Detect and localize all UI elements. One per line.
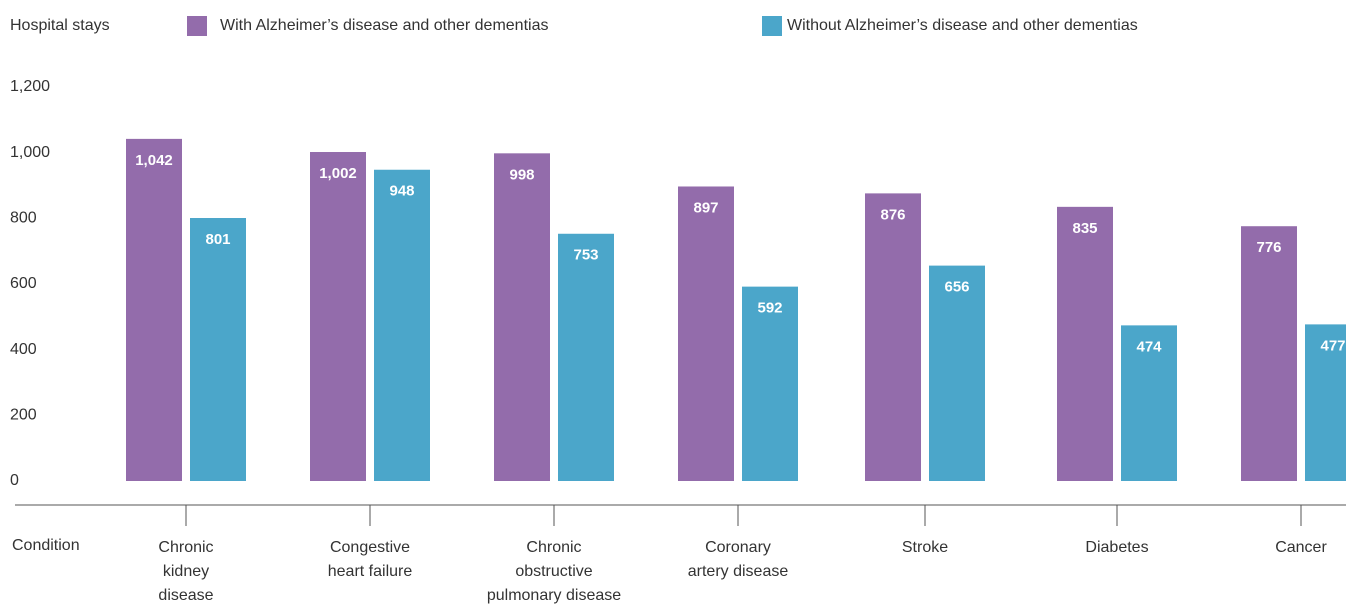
bar [190,218,246,481]
x-tick-label: Stroke [901,539,949,556]
legend-label: With Alzheimer’s disease and other demen… [220,17,548,34]
data-label: 948 [389,183,414,200]
bar [1305,324,1346,481]
data-label: 776 [1256,239,1281,256]
data-label: 876 [880,206,905,223]
bar [865,193,921,481]
legend-swatch [187,16,207,36]
legend-swatch [762,16,782,36]
data-label: 592 [757,300,782,317]
bar [678,186,734,482]
x-tick-label: Cancer [1275,539,1327,556]
y-tick-label: 400 [10,341,37,358]
y-axis-label: Hospital stays [10,17,110,34]
data-label: 998 [509,166,534,183]
bar [494,153,550,481]
y-tick-label: 1,200 [10,78,50,95]
data-label: 477 [1320,337,1345,354]
x-tick-label: Chronic obstructive pulmonary disease [486,539,622,604]
data-label: 897 [693,199,718,216]
x-tick-label: Diabetes [1085,539,1149,556]
data-label: 474 [1136,338,1162,355]
x-axis-label: Condition [12,537,80,554]
bar [310,152,366,481]
data-label: 1,042 [135,152,173,169]
x-tick-label: Coronary artery disease [687,539,789,580]
y-tick-label: 600 [10,275,37,292]
bar [374,169,430,482]
y-tick-label: 0 [10,472,19,489]
bar [558,233,614,481]
bar [1241,226,1297,481]
data-label: 801 [205,231,230,248]
data-label: 835 [1072,220,1097,237]
bar [1057,206,1113,481]
x-tick-label: Chronic kidney disease [158,539,214,604]
y-tick-label: 1,000 [10,144,50,161]
data-label: 1,002 [319,165,357,182]
y-tick-label: 800 [10,210,37,227]
data-label: 753 [573,247,598,264]
bar [1121,325,1177,481]
y-tick-label: 200 [10,407,37,424]
legend-label: Without Alzheimer’s disease and other de… [787,17,1138,34]
x-tick-label: Congestive heart failure [327,539,413,580]
bar [126,138,182,482]
bar [742,286,798,481]
data-label: 656 [944,279,969,296]
bar [929,265,985,481]
